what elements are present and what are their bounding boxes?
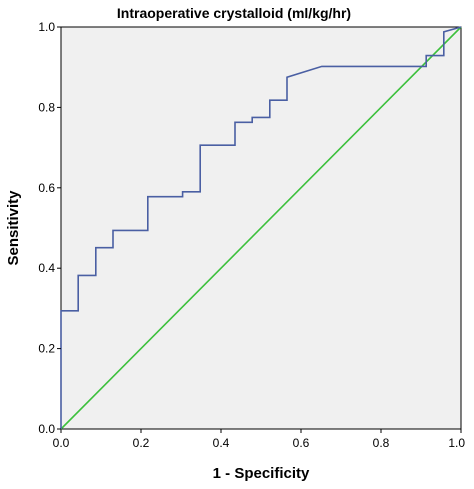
- x-tick-label: 0.2: [133, 436, 150, 450]
- y-tick-label: 0.2: [38, 342, 55, 356]
- chart-title: Intraoperative crystalloid (ml/kg/hr): [117, 5, 351, 21]
- y-axis-ticks: 0.0 0.2 0.4 0.6 0.8 1.0: [38, 20, 61, 436]
- y-tick-label: 0.4: [38, 261, 55, 275]
- x-tick-label: 0.4: [213, 436, 230, 450]
- x-axis-ticks: 0.0 0.2 0.4 0.6 0.8 1.0: [53, 429, 465, 450]
- x-axis-label: 1 - Specificity: [213, 465, 310, 482]
- x-tick-label: 0.6: [293, 436, 310, 450]
- y-tick-label: 0.6: [38, 181, 55, 195]
- y-tick-label: 1.0: [38, 20, 55, 34]
- x-tick-label: 0.8: [373, 436, 390, 450]
- x-tick-label: 1.0: [448, 436, 465, 450]
- roc-curve-line: [60, 26, 462, 429]
- y-axis-label: Sensitivity: [5, 190, 22, 266]
- series-layer: [60, 26, 462, 430]
- reference-diagonal-line: [60, 26, 462, 430]
- y-tick-label: 0.0: [38, 422, 55, 436]
- y-tick-label: 0.8: [38, 100, 55, 114]
- x-tick-label: 0.0: [53, 436, 70, 450]
